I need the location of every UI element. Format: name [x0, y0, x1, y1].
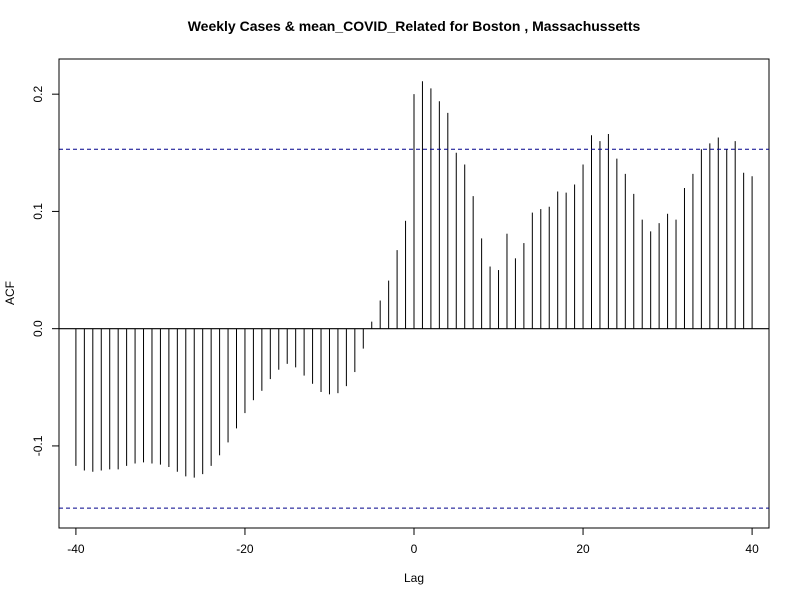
x-tick-label: 0 [411, 542, 418, 556]
x-tick-label: -20 [236, 542, 254, 556]
x-tick-label: -40 [67, 542, 85, 556]
y-tick-label: -0.1 [31, 435, 45, 456]
x-tick-label: 40 [745, 542, 759, 556]
x-tick-label: 20 [576, 542, 590, 556]
y-tick-label: 0.1 [31, 203, 45, 220]
chart-title: Weekly Cases & mean_COVID_Related for Bo… [188, 18, 641, 34]
y-axis-title: ACF [3, 281, 17, 305]
y-tick-label: 0.0 [31, 320, 45, 337]
y-tick-label: 0.2 [31, 86, 45, 103]
confidence-bounds [59, 148, 769, 509]
x-axis-title: Lag [404, 571, 424, 585]
x-axis: -40 -20 0 20 40 [67, 527, 759, 556]
y-axis: -0.1 0.0 0.1 0.2 [31, 86, 60, 456]
acf-bars [75, 81, 753, 478]
